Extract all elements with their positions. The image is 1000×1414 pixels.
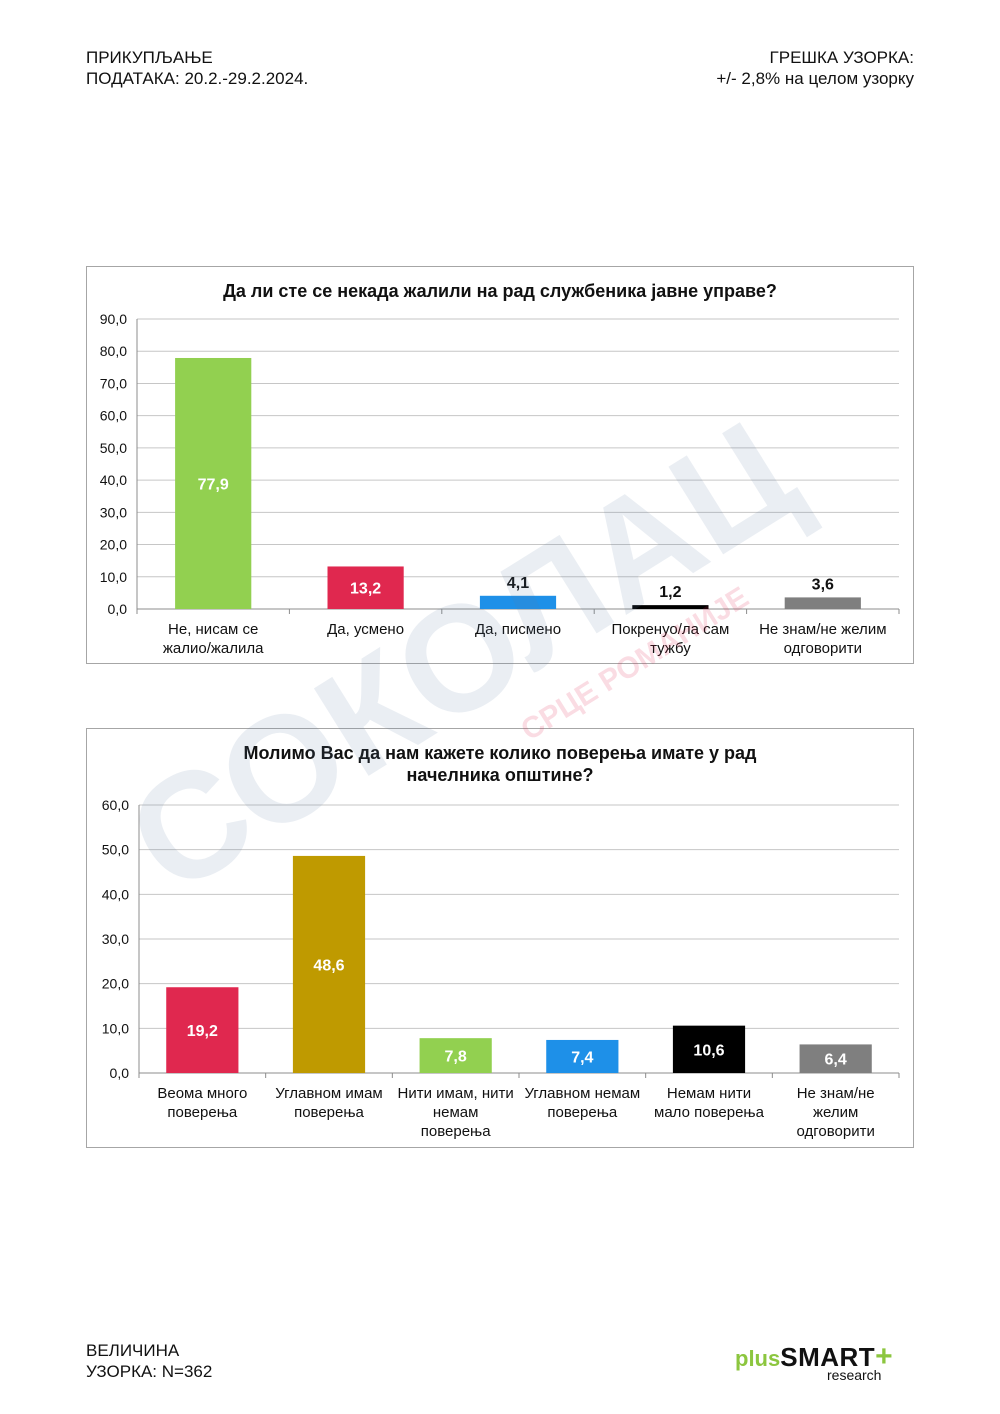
chart-complaints: Да ли сте се некада жалили на рад службе…: [86, 266, 914, 664]
category-label: Нити имам, нити: [398, 1085, 514, 1102]
category-label: Да, писмено: [475, 621, 561, 638]
category-label: поверења: [421, 1123, 491, 1140]
y-tick-label: 10,0: [102, 1020, 129, 1036]
y-tick-label: 20,0: [100, 537, 127, 553]
y-tick-label: 50,0: [100, 440, 127, 456]
data-label: 13,2: [350, 581, 381, 598]
y-tick-label: 0,0: [110, 1065, 130, 1081]
y-tick-label: 70,0: [100, 375, 127, 391]
bar: [546, 1039, 619, 1073]
y-tick-label: 80,0: [100, 343, 127, 359]
data-label: 3,6: [812, 576, 834, 593]
category-label: поверења: [547, 1104, 617, 1121]
y-tick-label: 50,0: [102, 842, 129, 858]
bar: [175, 357, 252, 609]
plussmart-logo: plusSMART+ research: [735, 1340, 920, 1383]
footer-left-line2: УЗОРКА: N=362: [86, 1362, 213, 1381]
header-right-line2: +/- 2,8% на целом узорку: [716, 69, 914, 88]
y-tick-label: 90,0: [100, 311, 127, 327]
category-label: Да, усмено: [327, 621, 404, 638]
header-left: ПРИКУПЉАЊЕ ПОДАТАКА: 20.2.-29.2.2024.: [86, 47, 308, 89]
chart-title-line: Молимо Вас да нам кажете колико поверења…: [244, 743, 758, 763]
y-tick-label: 30,0: [100, 504, 127, 520]
data-label: 7,8: [445, 1049, 467, 1066]
bar: [672, 1025, 746, 1073]
category-label: Немам нити: [667, 1085, 751, 1102]
category-label: одговорити: [784, 640, 862, 657]
category-label: Веома много: [157, 1085, 247, 1102]
category-label: поверења: [167, 1104, 237, 1121]
category-label: немам: [433, 1104, 479, 1121]
data-label: 48,6: [313, 957, 344, 974]
bar: [799, 1044, 872, 1073]
category-label: Углавном имам: [275, 1085, 383, 1102]
bar: [419, 1038, 492, 1073]
chart-trust-mayor-svg: Молимо Вас да нам кажете колико поверења…: [102, 743, 900, 1140]
logo-smart: SMART: [780, 1342, 876, 1372]
y-tick-label: 40,0: [102, 886, 129, 902]
header-right: ГРЕШКА УЗОРКА: +/- 2,8% на целом узорку: [716, 47, 914, 89]
y-tick-label: 20,0: [102, 976, 129, 992]
category-label: тужбу: [650, 640, 691, 657]
data-label: 1,2: [659, 584, 681, 601]
category-label: Углавном немам: [524, 1085, 640, 1102]
chart-complaints-svg: Да ли сте се некада жалили на рад службе…: [100, 281, 900, 657]
data-label: 10,6: [693, 1042, 724, 1059]
data-label: 6,4: [825, 1052, 847, 1069]
header-right-line1: ГРЕШКА УЗОРКА:: [769, 48, 914, 67]
data-label: 19,2: [187, 1023, 218, 1040]
y-tick-label: 0,0: [108, 601, 128, 617]
category-label: Не, нисам се: [168, 621, 258, 638]
category-label: поверења: [294, 1104, 364, 1121]
data-label: 7,4: [571, 1049, 593, 1066]
category-label: одговорити: [796, 1123, 874, 1140]
bar: [632, 605, 709, 609]
chart-title-line: Да ли сте се некада жалили на рад службе…: [223, 281, 777, 301]
category-label: Не знам/не желим: [759, 621, 886, 638]
y-tick-label: 60,0: [100, 408, 127, 424]
y-tick-label: 30,0: [102, 931, 129, 947]
bar: [166, 987, 239, 1073]
logo-plus: plus: [735, 1346, 781, 1371]
category-label: желим: [813, 1104, 858, 1121]
bar: [292, 855, 366, 1073]
chart-title-line: начелника општине?: [407, 765, 594, 785]
category-label: Покренуо/ла сам: [611, 621, 729, 638]
y-tick-label: 60,0: [102, 797, 129, 813]
data-label: 4,1: [507, 575, 529, 592]
footer-left: ВЕЛИЧИНА УЗОРКА: N=362: [86, 1340, 212, 1382]
footer-left-line1: ВЕЛИЧИНА: [86, 1341, 180, 1360]
y-tick-label: 10,0: [100, 569, 127, 585]
header-left-line1: ПРИКУПЉАЊЕ: [86, 48, 213, 67]
y-tick-label: 40,0: [100, 472, 127, 488]
bar: [327, 566, 404, 609]
chart-trust-mayor: Молимо Вас да нам кажете колико поверења…: [86, 728, 914, 1148]
header-left-line2: ПОДАТАКА: 20.2.-29.2.2024.: [86, 69, 309, 88]
bar: [784, 597, 861, 609]
data-label: 77,9: [198, 476, 229, 493]
logo-cross: +: [875, 1340, 893, 1373]
bar: [479, 595, 557, 609]
category-label: жалио/жалила: [163, 640, 264, 657]
category-label: мало поверења: [654, 1104, 765, 1121]
category-label: Не знам/не: [797, 1085, 875, 1102]
logo-research: research: [827, 1367, 882, 1383]
